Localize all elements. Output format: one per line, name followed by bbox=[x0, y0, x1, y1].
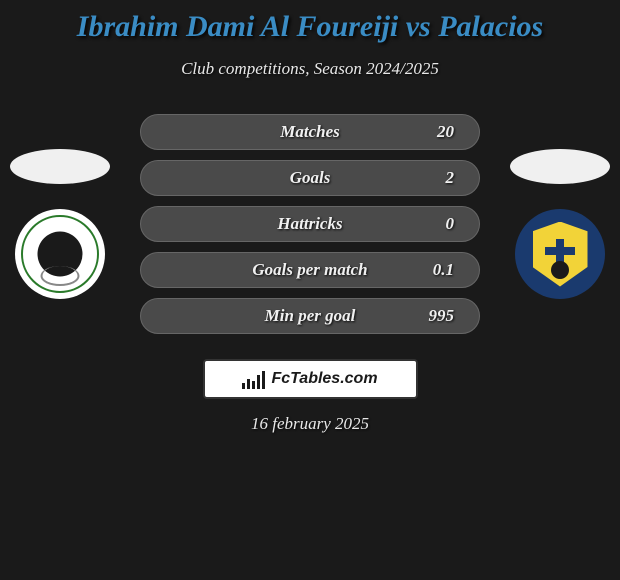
source-logo[interactable]: FcTables.com bbox=[203, 359, 418, 399]
player-left-avatar-placeholder bbox=[10, 149, 110, 184]
stat-bar-min-per-goal: Min per goal 995 bbox=[140, 298, 480, 334]
stat-label: Min per goal bbox=[265, 306, 356, 326]
stat-value-right: 0 bbox=[446, 214, 455, 234]
stat-value-right: 995 bbox=[429, 306, 455, 326]
comparison-card: Ibrahim Dami Al Foureiji vs Palacios Clu… bbox=[0, 0, 620, 434]
stat-bar-goals: Goals 2 bbox=[140, 160, 480, 196]
stat-value-right: 2 bbox=[446, 168, 455, 188]
ball-icon bbox=[551, 261, 569, 279]
stat-label: Hattricks bbox=[277, 214, 342, 234]
content-row: Matches 20 Goals 2 Hattricks 0 Goals per… bbox=[0, 114, 620, 334]
chart-icon bbox=[242, 369, 265, 389]
stat-value-right: 20 bbox=[437, 122, 454, 142]
club-badge-right bbox=[515, 209, 605, 299]
stat-label: Goals per match bbox=[252, 260, 367, 280]
page-title: Ibrahim Dami Al Foureiji vs Palacios bbox=[0, 10, 620, 44]
stat-bar-matches: Matches 20 bbox=[140, 114, 480, 150]
stat-bar-goals-per-match: Goals per match 0.1 bbox=[140, 252, 480, 288]
player-right-avatar-placeholder bbox=[510, 149, 610, 184]
club-badge-left-icon bbox=[21, 215, 99, 293]
player-left-column bbox=[0, 149, 120, 299]
stat-bar-hattricks: Hattricks 0 bbox=[140, 206, 480, 242]
club-badge-left bbox=[15, 209, 105, 299]
date-text: 16 february 2025 bbox=[0, 414, 620, 434]
subtitle: Club competitions, Season 2024/2025 bbox=[0, 59, 620, 79]
stat-label: Matches bbox=[280, 122, 340, 142]
club-badge-right-icon bbox=[533, 222, 588, 287]
stat-value-right: 0.1 bbox=[433, 260, 454, 280]
logo-text: FcTables.com bbox=[271, 370, 377, 388]
player-right-column bbox=[500, 149, 620, 299]
stat-label: Goals bbox=[290, 168, 331, 188]
stats-list: Matches 20 Goals 2 Hattricks 0 Goals per… bbox=[140, 114, 480, 334]
